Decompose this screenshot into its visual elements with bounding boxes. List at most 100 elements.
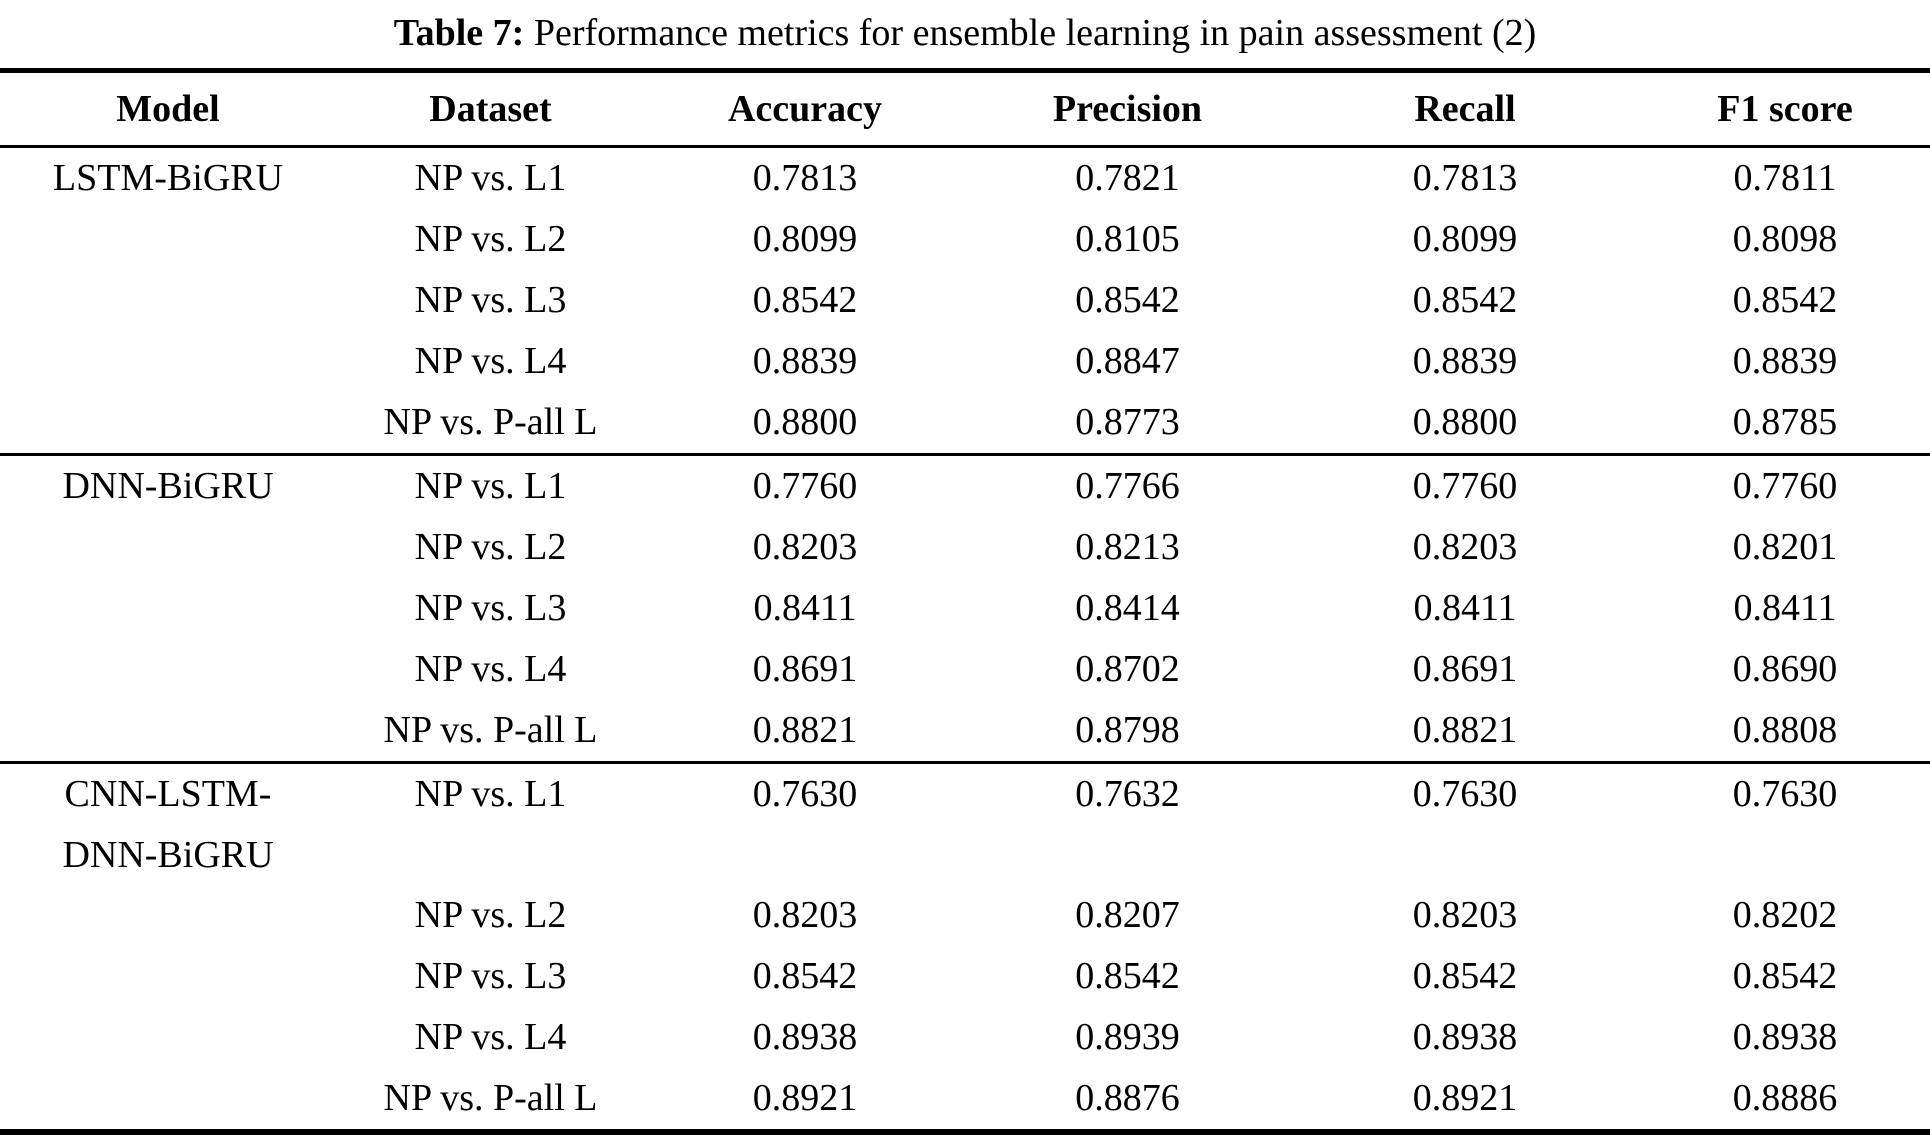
table-caption-text: Performance metrics for ensemble learnin… <box>524 12 1537 54</box>
column-header-precision: Precision <box>1052 88 1203 130</box>
accuracy-value-cell: 0.8542 <box>752 279 858 321</box>
dataset-cell: NP vs. L3 <box>414 954 567 997</box>
dataset-cell: NP vs. L2 <box>414 218 567 260</box>
dataset-cell: NP vs. L2 <box>414 526 567 568</box>
dataset-cell: NP vs. L1 <box>414 157 567 199</box>
dataset-cell: NP vs. L4 <box>414 1015 567 1058</box>
accuracy-value-cell: 0.8800 <box>752 401 858 443</box>
dataset-cell: NP vs. L4 <box>414 340 567 382</box>
f1-value-cell: 0.8808 <box>1732 709 1838 751</box>
recall-value-cell: 0.8203 <box>1412 893 1518 936</box>
table-row: NP vs. L2 0.8099 0.8105 0.8099 0.8098 <box>0 209 1930 270</box>
table-row: NP vs. L3 0.8542 0.8542 0.8542 0.8542 <box>0 946 1930 1007</box>
accuracy-value-cell: 0.8203 <box>752 893 858 936</box>
precision-value-cell: 0.8414 <box>1075 587 1180 629</box>
accuracy-value-cell: 0.8691 <box>752 648 858 690</box>
recall-value-cell: 0.7813 <box>1412 157 1518 199</box>
recall-value-cell: 0.8691 <box>1412 648 1518 690</box>
f1-value-cell: 0.8411 <box>1733 587 1837 629</box>
f1-value-cell: 0.8785 <box>1732 401 1838 443</box>
dataset-cell: NP vs. L3 <box>414 587 567 629</box>
precision-value-cell: 0.7766 <box>1075 465 1180 507</box>
table-row: LSTM-BiGRU NP vs. L1 0.7813 0.7821 0.7813 0.7… <box>0 147 1930 210</box>
recall-value-cell: 0.8839 <box>1412 340 1518 382</box>
recall-value-cell: 0.8938 <box>1412 1015 1518 1058</box>
f1-value-cell: 0.7760 <box>1732 465 1838 507</box>
accuracy-value-cell: 0.7813 <box>752 157 858 199</box>
model-group: DNN-BiGRU NP vs. L1 0.7760 0.7766 0.7760 0.77… <box>0 455 1930 763</box>
recall-value-cell: 0.8821 <box>1412 709 1518 751</box>
dataset-cell: NP vs. L4 <box>414 648 567 690</box>
model-group: CNN-LSTM- DNN-BiGRU NP vs. L1 0.7630 0.7632 0… <box>0 763 1930 1132</box>
accuracy-value-cell: 0.8203 <box>752 526 858 568</box>
accuracy-value-cell: 0.8411 <box>753 587 857 629</box>
precision-value-cell: 0.8105 <box>1075 218 1180 260</box>
recall-value-cell: 0.8542 <box>1412 954 1518 997</box>
recall-value-cell: 0.8411 <box>1413 587 1517 629</box>
model-cell: DNN-BiGRU <box>0 455 336 763</box>
model-name-line: LSTM-BiGRU <box>52 157 284 199</box>
table-caption-label: Table 7: <box>393 12 525 54</box>
model-cell: LSTM-BiGRU <box>0 147 336 455</box>
f1-value-cell: 0.8542 <box>1732 954 1838 997</box>
column-header-dataset: Dataset <box>429 88 552 130</box>
f1-value-cell: 0.8202 <box>1732 893 1838 936</box>
precision-value-cell: 0.8542 <box>1075 954 1180 997</box>
accuracy-value-cell: 0.8542 <box>752 954 858 997</box>
model-cell: CNN-LSTM- DNN-BiGRU <box>0 763 336 1132</box>
precision-value-cell: 0.8847 <box>1075 340 1180 382</box>
f1-value-cell: 0.8098 <box>1732 218 1838 260</box>
precision-value-cell: 0.8876 <box>1075 1076 1180 1119</box>
model-name-line: DNN-BiGRU <box>62 465 274 507</box>
table-row: CNN-LSTM- DNN-BiGRU NP vs. L1 0.7630 0.7632 0… <box>0 763 1930 885</box>
table-row: NP vs. L4 0.8839 0.8847 0.8839 0.8839 <box>0 331 1930 392</box>
precision-value-cell: 0.8542 <box>1075 279 1180 321</box>
precision-value-cell: 0.8939 <box>1075 1015 1180 1058</box>
column-header-f1-score: F1 score <box>1717 88 1853 130</box>
dataset-cell: NP vs. L1 <box>414 773 567 815</box>
precision-value-cell: 0.8798 <box>1075 709 1180 751</box>
table-caption: Table 7: Performance metrics for ensembl… <box>0 0 1930 68</box>
model-name-line: DNN-BiGRU <box>62 834 274 876</box>
f1-value-cell: 0.8839 <box>1732 340 1838 382</box>
table-row: NP vs. P-all L 0.8921 0.8876 0.8921 0.8886 <box>0 1068 1930 1132</box>
accuracy-value-cell: 0.8821 <box>752 709 858 751</box>
recall-value-cell: 0.7760 <box>1412 465 1518 507</box>
table-row: NP vs. L4 0.8691 0.8702 0.8691 0.8690 <box>0 639 1930 700</box>
f1-value-cell: 0.7630 <box>1732 773 1838 815</box>
table-row: NP vs. L4 0.8938 0.8939 0.8938 0.8938 <box>0 1007 1930 1068</box>
accuracy-value-cell: 0.8099 <box>752 218 858 260</box>
recall-value-cell: 0.8800 <box>1412 401 1518 443</box>
recall-value-cell: 0.8542 <box>1412 279 1518 321</box>
f1-value-cell: 0.7811 <box>1733 157 1837 199</box>
performance-metrics-table: Model Dataset Accuracy Precision Recall … <box>0 68 1930 1135</box>
table-row: NP vs. L3 0.8411 0.8414 0.8411 0.8411 <box>0 578 1930 639</box>
table-row: DNN-BiGRU NP vs. L1 0.7760 0.7766 0.7760 0.77… <box>0 455 1930 518</box>
column-header-model: Model <box>116 88 220 130</box>
dataset-cell: NP vs. L2 <box>414 893 567 936</box>
accuracy-value-cell: 0.8839 <box>752 340 858 382</box>
recall-value-cell: 0.8921 <box>1412 1076 1518 1119</box>
dataset-cell: NP vs. L3 <box>414 279 567 321</box>
model-group: LSTM-BiGRU NP vs. L1 0.7813 0.7821 0.7813 0.7… <box>0 147 1930 455</box>
precision-value-cell: 0.8213 <box>1075 526 1180 568</box>
table-row: NP vs. P-all L 0.8800 0.8773 0.8800 0.8785 <box>0 392 1930 455</box>
f1-value-cell: 0.8886 <box>1732 1076 1838 1119</box>
dataset-cell: NP vs. P-all L <box>383 401 598 443</box>
table-row: NP vs. L2 0.8203 0.8213 0.8203 0.8201 <box>0 517 1930 578</box>
table-row: NP vs. L3 0.8542 0.8542 0.8542 0.8542 <box>0 270 1930 331</box>
accuracy-value-cell: 0.8921 <box>752 1076 858 1119</box>
f1-value-cell: 0.8938 <box>1732 1015 1838 1058</box>
recall-value-cell: 0.8099 <box>1412 218 1518 260</box>
table-row: NP vs. P-all L 0.8821 0.8798 0.8821 0.8808 <box>0 700 1930 763</box>
dataset-cell: NP vs. P-all L <box>383 709 598 751</box>
precision-value-cell: 0.7632 <box>1075 773 1180 815</box>
recall-value-cell: 0.8203 <box>1412 526 1518 568</box>
precision-value-cell: 0.7821 <box>1075 157 1180 199</box>
f1-value-cell: 0.8690 <box>1732 648 1838 690</box>
precision-value-cell: 0.8702 <box>1075 648 1180 690</box>
recall-value-cell: 0.7630 <box>1412 773 1518 815</box>
precision-value-cell: 0.8773 <box>1075 401 1180 443</box>
accuracy-value-cell: 0.8938 <box>752 1015 858 1058</box>
